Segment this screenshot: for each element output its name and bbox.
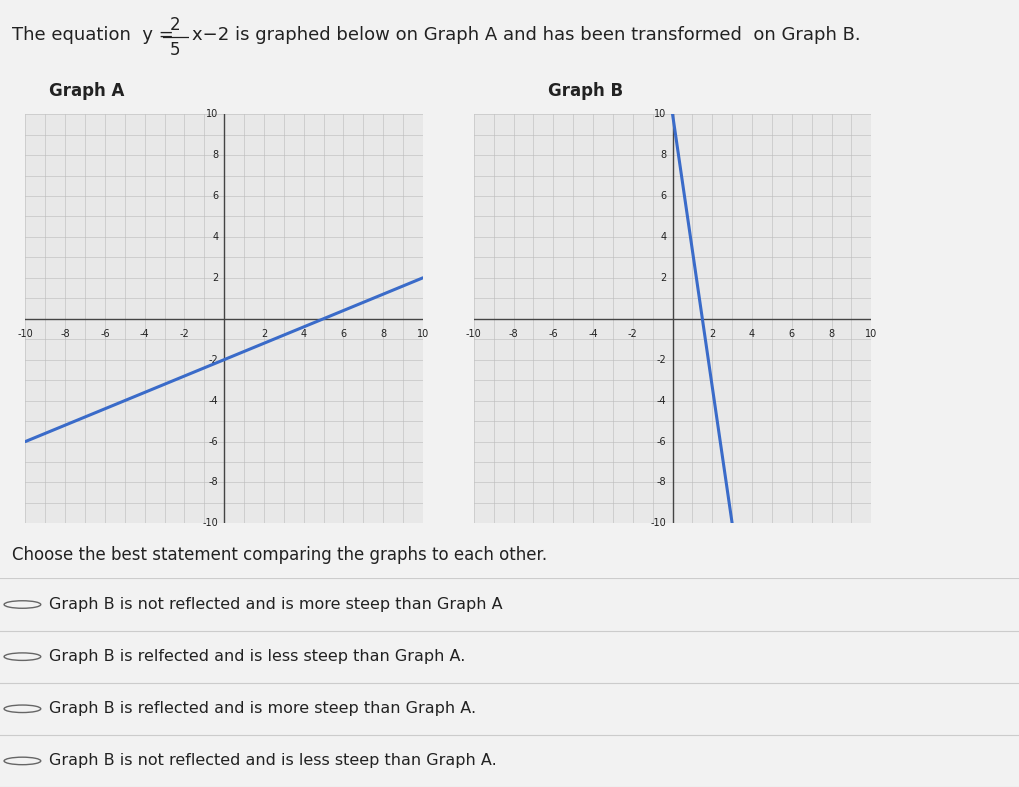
- Text: 5: 5: [170, 41, 180, 58]
- Text: -4: -4: [209, 396, 218, 405]
- Text: 2: 2: [660, 273, 666, 283]
- Text: 8: 8: [212, 150, 218, 160]
- Text: 2: 2: [170, 17, 180, 34]
- Text: Graph B is relfected and is less steep than Graph A.: Graph B is relfected and is less steep t…: [49, 649, 466, 664]
- Text: -8: -8: [209, 478, 218, 487]
- Text: 10: 10: [417, 329, 429, 339]
- Text: -8: -8: [60, 329, 70, 339]
- Text: 4: 4: [749, 329, 755, 339]
- Text: 2: 2: [212, 273, 218, 283]
- Text: -2: -2: [209, 355, 218, 364]
- Text: -8: -8: [508, 329, 519, 339]
- Text: 10: 10: [654, 109, 666, 119]
- Text: -2: -2: [657, 355, 666, 364]
- Text: -4: -4: [140, 329, 150, 339]
- Text: 2: 2: [261, 329, 267, 339]
- Text: Graph A: Graph A: [49, 82, 124, 99]
- Text: -10: -10: [651, 519, 666, 528]
- Text: 4: 4: [301, 329, 307, 339]
- Text: -2: -2: [628, 329, 638, 339]
- Text: -8: -8: [657, 478, 666, 487]
- Text: x−2 is graphed below on Graph A and has been transformed  on Graph B.: x−2 is graphed below on Graph A and has …: [192, 27, 860, 44]
- Text: -10: -10: [203, 519, 218, 528]
- Text: 4: 4: [660, 232, 666, 242]
- Text: -4: -4: [588, 329, 598, 339]
- Text: 8: 8: [380, 329, 386, 339]
- Text: -10: -10: [17, 329, 34, 339]
- Text: -6: -6: [100, 329, 110, 339]
- Text: 10: 10: [865, 329, 877, 339]
- Text: 2: 2: [709, 329, 715, 339]
- Text: -4: -4: [657, 396, 666, 405]
- Text: 6: 6: [212, 191, 218, 201]
- Text: -2: -2: [179, 329, 190, 339]
- Text: 6: 6: [340, 329, 346, 339]
- Text: -6: -6: [548, 329, 558, 339]
- Text: Graph B is reflected and is more steep than Graph A.: Graph B is reflected and is more steep t…: [49, 701, 476, 716]
- Text: 6: 6: [660, 191, 666, 201]
- Text: 10: 10: [206, 109, 218, 119]
- Text: Graph B is not reflected and is more steep than Graph A: Graph B is not reflected and is more ste…: [49, 597, 502, 612]
- Text: 4: 4: [212, 232, 218, 242]
- Text: Graph B: Graph B: [548, 82, 624, 99]
- Text: The equation  y =: The equation y =: [12, 27, 174, 44]
- Text: 8: 8: [660, 150, 666, 160]
- Text: Choose the best statement comparing the graphs to each other.: Choose the best statement comparing the …: [12, 546, 547, 563]
- Text: -6: -6: [209, 437, 218, 446]
- Text: -6: -6: [657, 437, 666, 446]
- Text: 6: 6: [789, 329, 795, 339]
- Text: Graph B is not reflected and is less steep than Graph A.: Graph B is not reflected and is less ste…: [49, 753, 496, 768]
- Text: 8: 8: [828, 329, 835, 339]
- Text: -10: -10: [466, 329, 482, 339]
